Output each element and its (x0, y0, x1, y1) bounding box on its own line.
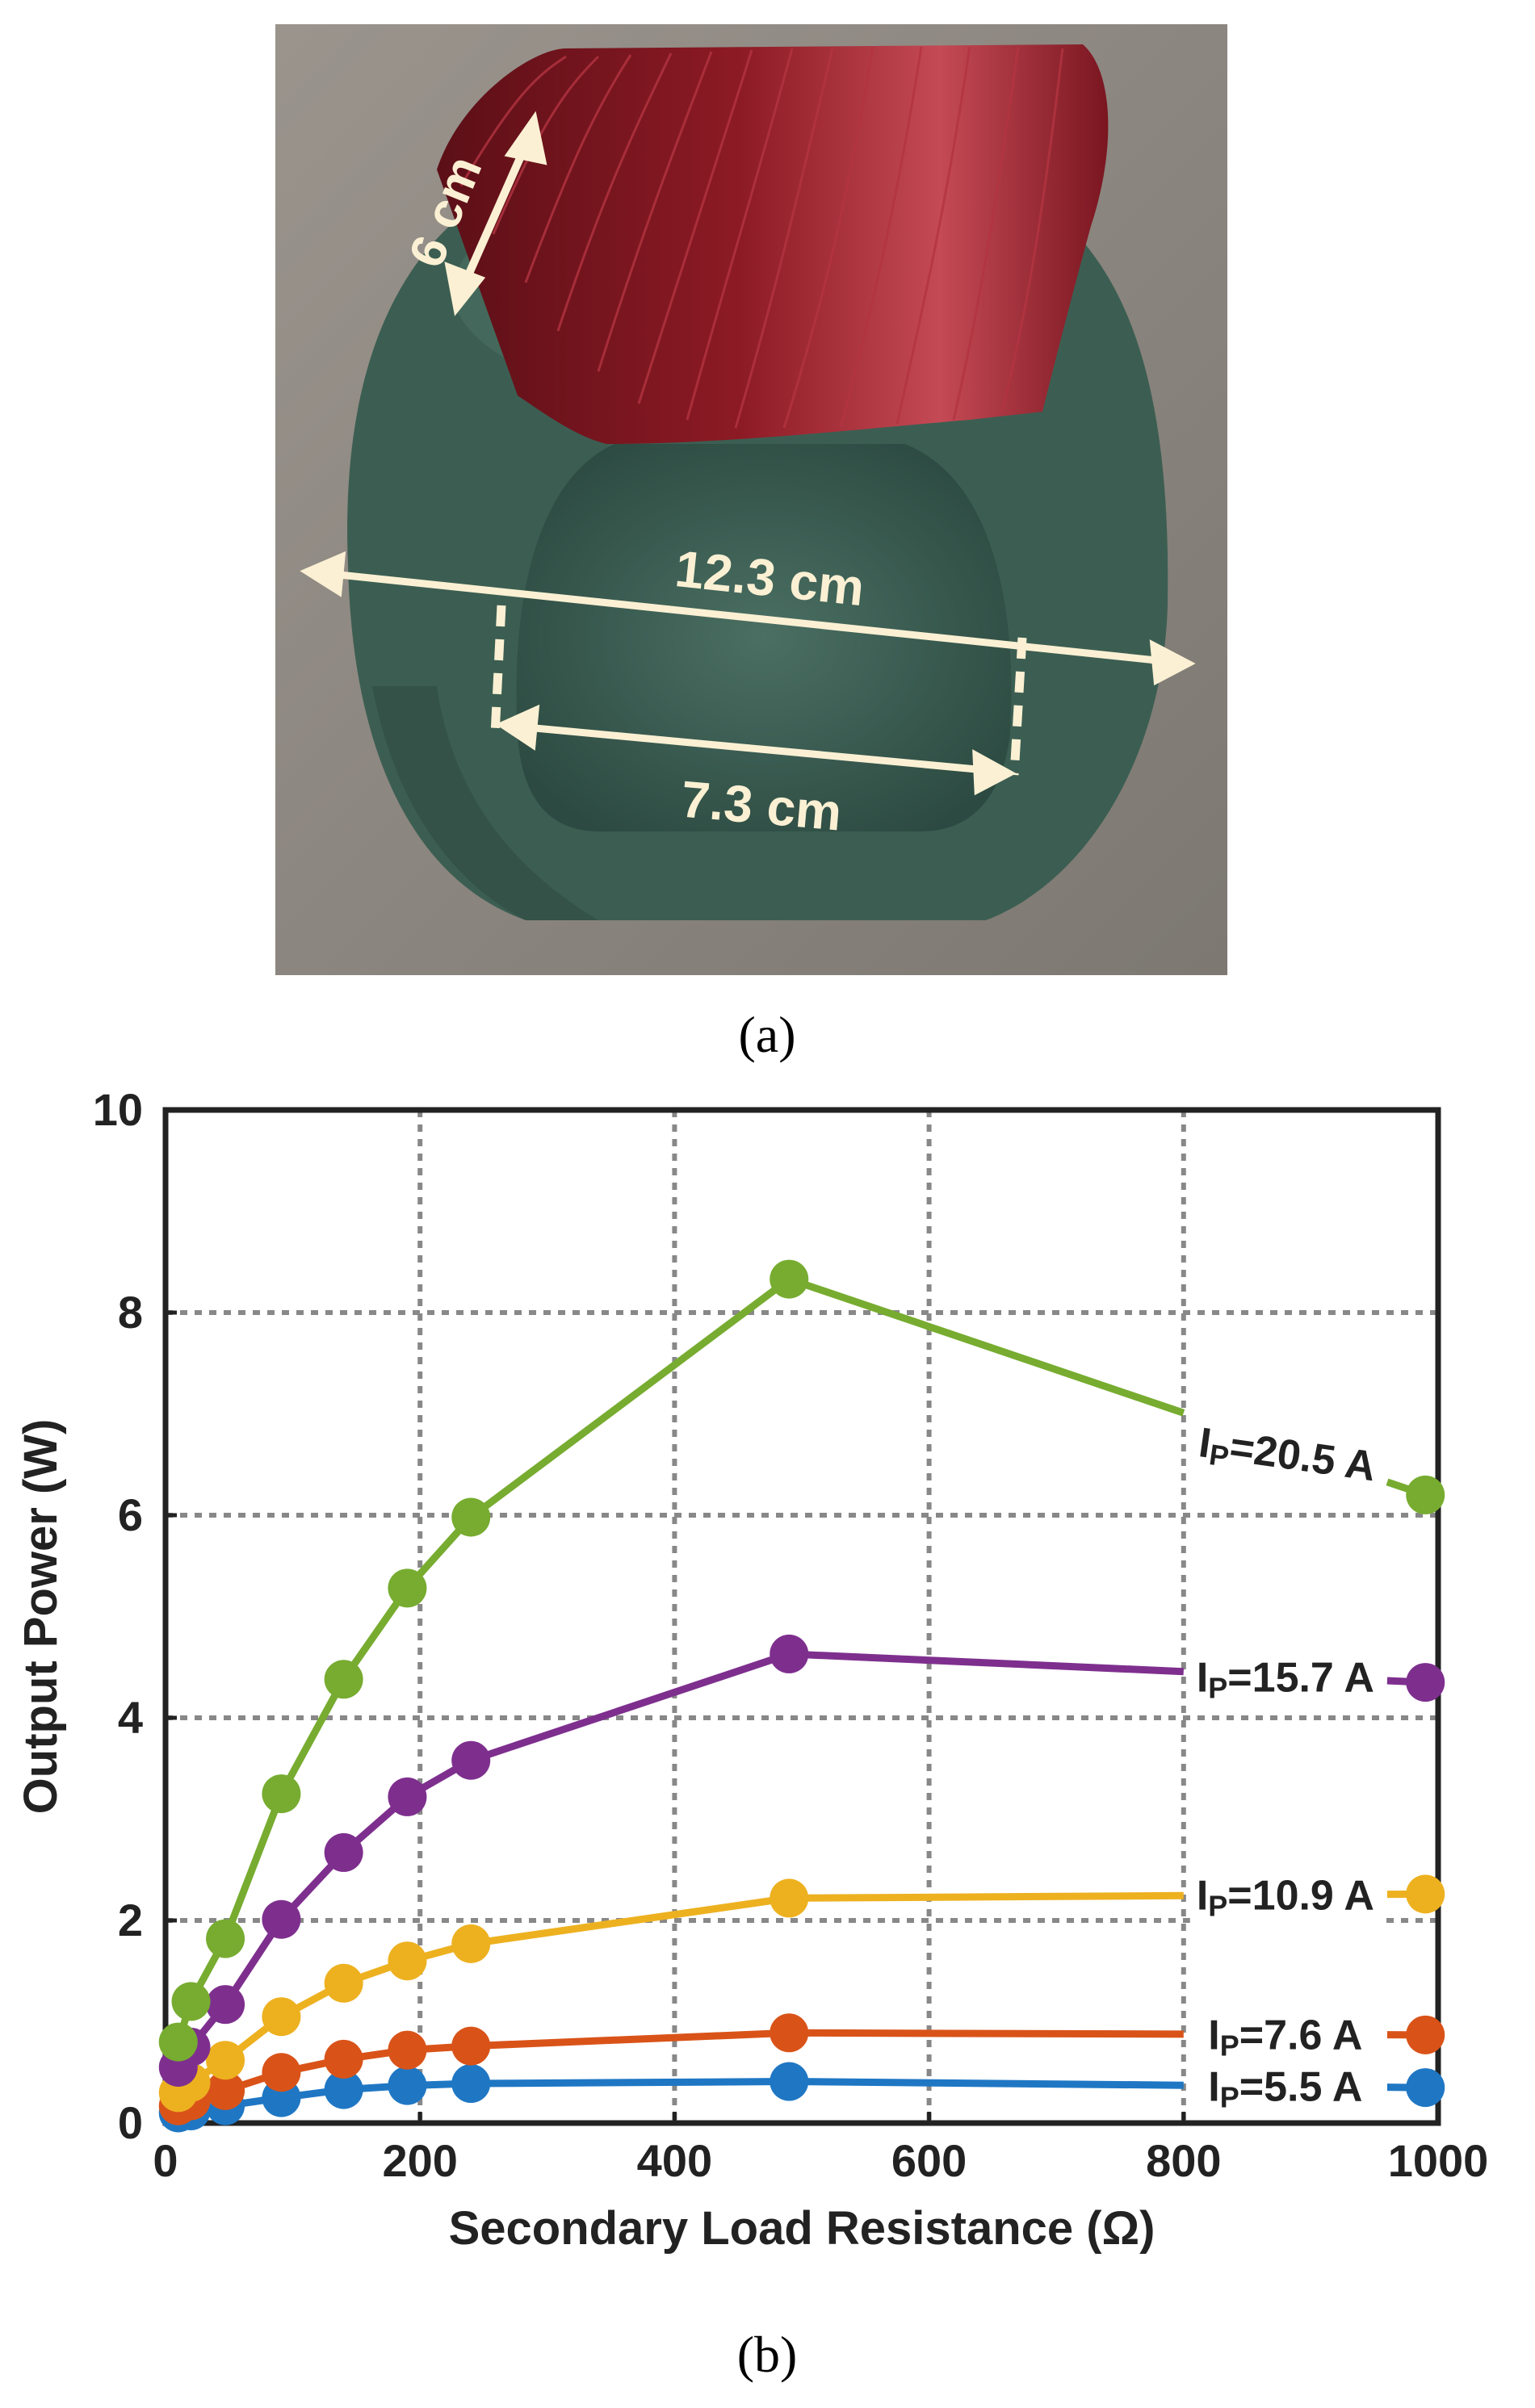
toroid-photo: 6 cm 12.3 cm 7.3 cm (275, 24, 1227, 975)
data-point (1406, 2015, 1445, 2054)
series-labels: IP=5.5 AIP=7.6 AIP=10.9 AIP=15.7 AIP=20.… (1189, 1415, 1386, 2117)
data-point (388, 2030, 427, 2070)
series-label: IP=10.9 A (1197, 1872, 1374, 1922)
y-tick-label: 10 (93, 1084, 143, 1135)
data-point (324, 2070, 363, 2109)
data-point (262, 1774, 301, 1814)
plot-frame (162, 1107, 1441, 2126)
data-point (451, 1497, 491, 1537)
x-tick-label: 600 (891, 2135, 967, 2186)
output-power-chart: 0 200 400 600 800 1000 0 2 4 6 8 10 IP=5.5 A IP=7.6 … (0, 1066, 1535, 2325)
series-ip-20-5-a (158, 1259, 1445, 2062)
y-tick-label: 8 (118, 1287, 143, 1338)
x-axis-label: Secondary Load Resistance (Ω) (449, 2202, 1155, 2255)
x-tick-label: 1000 (1388, 2135, 1489, 2186)
data-point (770, 1634, 809, 1673)
y-tick-label: 6 (118, 1489, 143, 1540)
data-point (770, 1259, 809, 1299)
toroid-front-shadow (372, 686, 598, 920)
series-label-background (1202, 2060, 1369, 2117)
series-label-background (1189, 1651, 1381, 1708)
x-tick-label: 400 (637, 2135, 712, 2186)
data-point (262, 2053, 301, 2092)
data-point (770, 1878, 809, 1918)
data-point (770, 2013, 809, 2053)
data-point (388, 1941, 427, 1981)
series-label: IP=7.6 A (1208, 2012, 1362, 2062)
copper-winding (437, 44, 1109, 444)
data-point (324, 2039, 363, 2079)
series-line (174, 1275, 1185, 2043)
series-ip-10-9-a (158, 1874, 1445, 2113)
data-point (324, 1832, 363, 1872)
series-label: IP=15.7 A (1197, 1654, 1374, 1704)
panel-a-caption: (a) (738, 1006, 796, 1063)
series-label-background (1202, 2008, 1369, 2066)
data-point (451, 2064, 491, 2104)
data-point (770, 2062, 809, 2101)
series-group (158, 1259, 1445, 2133)
outer-diameter-annotation (300, 551, 1196, 686)
data-point (1406, 1475, 1445, 1514)
panel-b-caption: (b) (736, 2326, 798, 2383)
chart-svg: 0 200 400 600 800 1000 0 2 4 6 8 10 IP=5.5 AIP=7.6 … (15, 1084, 1489, 2255)
data-point (451, 2026, 491, 2066)
data-point (1406, 1663, 1445, 1702)
data-point (206, 2041, 245, 2080)
series-label-background (1189, 1415, 1386, 1498)
data-point (1406, 2068, 1445, 2108)
toroid-illustration: 6 cm 12.3 cm 7.3 cm (275, 24, 1227, 975)
data-point (171, 1982, 211, 2021)
y-tick-label: 0 (118, 2097, 143, 2148)
series-label-background (1189, 1869, 1381, 1926)
data-point (451, 1740, 491, 1780)
y-tick-label: 2 (118, 1895, 143, 1945)
data-point (388, 1568, 427, 1608)
data-point (388, 2066, 427, 2105)
inner-diameter-label: 7.3 cm (679, 770, 845, 842)
data-point (158, 2022, 198, 2062)
winding-turns (459, 46, 1064, 429)
series-label: IP=5.5 A (1208, 2064, 1362, 2114)
data-point (324, 1660, 363, 1699)
data-point (451, 1924, 491, 1963)
x-tick-label: 800 (1146, 2135, 1221, 2186)
y-tick-label: 4 (118, 1692, 143, 1743)
x-tick-label: 200 (382, 2135, 457, 2186)
data-point (206, 2071, 245, 2110)
data-point (206, 1985, 245, 2025)
data-point (324, 1963, 363, 2003)
data-point (388, 1777, 427, 1816)
data-point (1406, 1874, 1445, 1914)
data-point (262, 1899, 301, 1939)
data-point (206, 1919, 245, 1958)
inner-diameter-guides (490, 605, 1027, 776)
height-annotation (444, 111, 547, 316)
data-point (262, 1997, 301, 2037)
inner-diameter-annotation (495, 704, 1017, 796)
y-axis-label: Output Power (W) (15, 1419, 67, 1815)
x-tick-label: 0 (153, 2135, 178, 2186)
